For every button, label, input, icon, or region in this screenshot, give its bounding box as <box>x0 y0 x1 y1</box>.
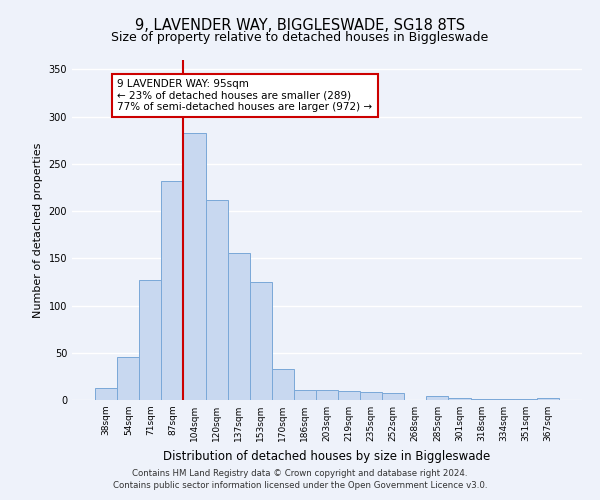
X-axis label: Distribution of detached houses by size in Biggleswade: Distribution of detached houses by size … <box>163 450 491 462</box>
Text: 9, LAVENDER WAY, BIGGLESWADE, SG18 8TS: 9, LAVENDER WAY, BIGGLESWADE, SG18 8TS <box>135 18 465 32</box>
Bar <box>448 398 470 400</box>
Bar <box>250 282 272 400</box>
Bar <box>382 394 404 400</box>
Bar <box>316 390 338 400</box>
Bar <box>493 399 515 400</box>
Bar <box>272 369 294 400</box>
Bar <box>338 390 360 400</box>
Bar <box>139 280 161 400</box>
Bar <box>515 399 537 400</box>
Bar <box>427 396 448 400</box>
Bar <box>117 356 139 400</box>
Bar <box>161 181 184 400</box>
Bar <box>95 388 117 400</box>
Text: Size of property relative to detached houses in Biggleswade: Size of property relative to detached ho… <box>112 31 488 44</box>
Bar <box>360 392 382 400</box>
Y-axis label: Number of detached properties: Number of detached properties <box>33 142 43 318</box>
Bar <box>206 200 227 400</box>
Text: 9 LAVENDER WAY: 95sqm
← 23% of detached houses are smaller (289)
77% of semi-det: 9 LAVENDER WAY: 95sqm ← 23% of detached … <box>117 79 373 112</box>
Bar <box>537 398 559 400</box>
Bar <box>470 399 493 400</box>
Text: Contains public sector information licensed under the Open Government Licence v3: Contains public sector information licen… <box>113 481 487 490</box>
Bar <box>184 132 206 400</box>
Bar <box>227 252 250 400</box>
Text: Contains HM Land Registry data © Crown copyright and database right 2024.: Contains HM Land Registry data © Crown c… <box>132 468 468 477</box>
Bar <box>294 390 316 400</box>
